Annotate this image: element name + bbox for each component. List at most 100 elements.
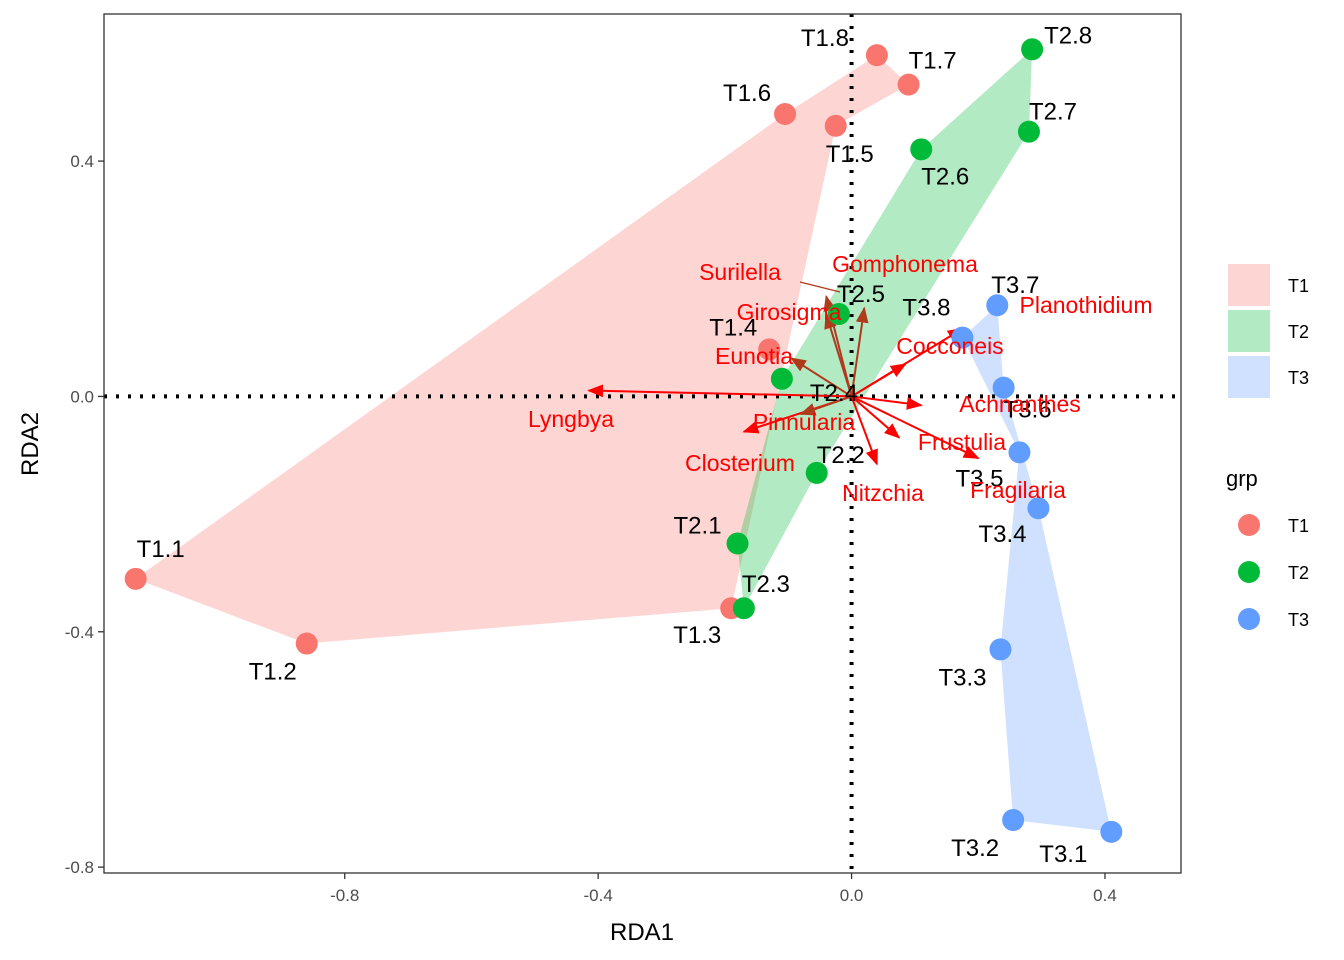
species-label-girosigma: Girosigma [737,299,842,325]
label-t3-8: T3.8 [902,295,950,322]
x-tick-label: -0.4 [584,886,613,905]
species-label-fragilaria: Fragilaria [970,477,1066,503]
point-t1-4 [758,338,781,361]
label-t3-7: T3.7 [991,272,1039,299]
point-legend-key-t1 [1238,514,1260,536]
point-legend-key-t3 [1238,608,1260,630]
species-arrows [587,294,980,466]
species-label-eunotia: Eunotia [715,343,793,369]
point-t2-3 [732,597,755,620]
label-t3-1: T3.1 [1039,841,1087,868]
point-t2-1 [726,532,749,555]
point-legend-label-t1: T1 [1288,516,1309,536]
point-t1-2 [295,632,318,655]
x-tick-label: -0.8 [330,886,359,905]
species-label-nitzchia: Nitzchia [842,480,924,506]
species-label-cocconeis: Cocconeis [896,333,1003,359]
species-label-achnanthes: Achnanthes [959,391,1080,417]
point-t1-5 [824,114,847,137]
label-t3-3: T3.3 [938,664,986,691]
panel-background [104,14,1181,873]
point-t1-1 [124,567,147,590]
sample-points [124,38,1123,843]
panel-border [103,13,1182,874]
point-t3-4 [1027,497,1050,520]
y-tick-label: -0.8 [65,858,94,877]
fill-legend-key-t1 [1228,264,1270,306]
species-label-closterium: Closterium [685,450,795,476]
label-t1-8: T1.8 [801,25,849,52]
label-t3-2: T3.2 [951,835,999,862]
point-t3-1 [1100,820,1123,843]
fill-legend-label-t1: T1 [1288,276,1309,296]
axes: -0.8 -0.4 0.0 0.4 -0.8 -0.4 0.0 0.4 [65,152,1117,905]
label-t1-6: T1.6 [723,80,771,107]
fill-legend-key-t3 [1228,356,1270,398]
label-t1-7: T1.7 [909,48,957,75]
hull-t3 [962,305,1112,832]
label-t3-6: T3.6 [1004,397,1052,424]
label-t1-4: T1.4 [709,314,757,341]
point-legend-label-t3: T3 [1288,610,1309,630]
fill-legend-key-t2 [1228,310,1270,352]
sample-labels: T1.1 T1.2 T1.3 T1.4 T1.5 T1.6 T1.7 T1.8 T2.1 T2.2… [137,22,1092,868]
x-tick-label: 0.4 [1093,886,1117,905]
point-t3-5 [1008,441,1031,464]
label-t2-2: T2.2 [817,442,865,469]
arrow-girosigma [824,312,853,397]
label-t1-3: T1.3 [673,622,721,649]
label-t2-5: T2.5 [837,281,885,308]
x-tick-label: 0.0 [840,886,864,905]
point-t1-6 [774,103,797,126]
y-tick-label: 0.4 [70,152,94,171]
x-axis-title: RDA1 [610,919,674,946]
label-t1-1: T1.1 [137,536,185,563]
arrow-achnanthes [851,395,923,410]
label-t2-3: T2.3 [742,571,790,598]
point-t3-7 [986,294,1009,317]
point-legend-label-t2: T2 [1288,563,1309,583]
label-t1-5: T1.5 [826,141,874,168]
arrow-lyngbya [587,384,852,398]
arrow-frustulia [850,395,901,439]
point-t2-7 [1017,120,1040,143]
arrow-nitzchia [850,396,878,466]
y-axis-title: RDA2 [17,412,44,476]
point-t1-8 [865,44,888,67]
arrow-cocconeis [851,363,907,398]
point-legend-title: grp [1226,466,1258,491]
point-t2-4 [770,367,793,390]
label-t3-5: T3.5 [955,465,1003,492]
point-t3-8 [951,326,974,349]
label-t2-1: T2.1 [674,513,722,540]
point-legend-key-t2 [1238,561,1260,583]
species-label-surilella: Surilella [699,259,781,285]
label-t2-7: T2.7 [1029,99,1077,126]
point-t3-3 [989,638,1012,661]
fill-legend-label-t3: T3 [1288,368,1309,388]
species-label-gomphonema: Gomphonema [832,251,978,277]
species-label-planothidium: Planothidium [1020,292,1153,318]
arrow-pinnularia [799,395,852,416]
label-t2-4: T2.4 [810,380,858,407]
legend: T1 T2 T3 grp T1 T2 T3 [1226,264,1309,630]
arrow-fragilaria [851,395,980,460]
species-label-frustulia: Frustulia [918,429,1006,455]
point-t2-8 [1021,38,1044,61]
arrow-eunotia [790,357,853,398]
point-t2-2 [805,461,828,484]
fill-legend-label-t2: T2 [1288,322,1309,342]
point-t2-5 [827,303,850,326]
y-tick-label: 0.0 [70,387,94,406]
point-t1-7 [897,73,920,96]
point-t3-6 [992,376,1015,399]
label-t1-2: T1.2 [249,659,297,686]
point-t3-2 [1002,809,1025,832]
hull-t1 [135,55,909,644]
point-t2-6 [910,138,933,161]
label-t3-4: T3.4 [978,521,1026,548]
surilella-callout-line [799,281,841,293]
species-label-pinnularia: Pinnularia [753,409,855,435]
label-t2-8: T2.8 [1044,22,1092,49]
